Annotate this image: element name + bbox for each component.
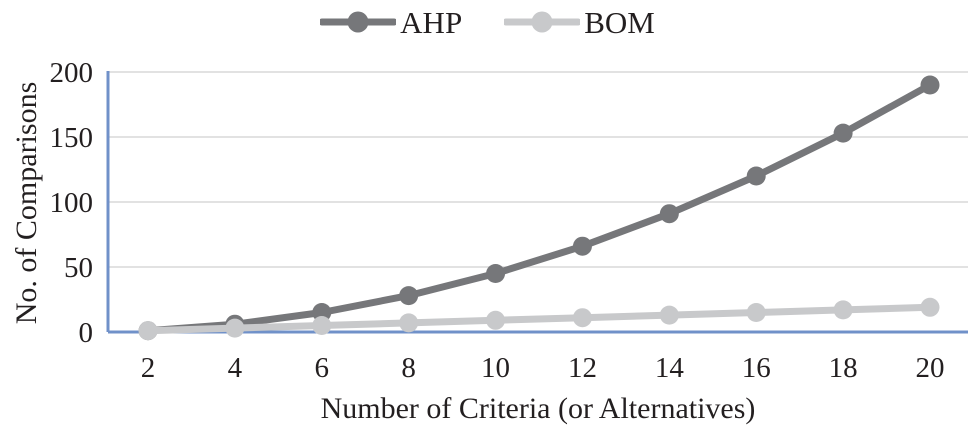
data-point-BOM-10 [486,310,506,330]
legend-label: AHP [400,4,463,40]
y-tick-label: 50 [64,252,93,284]
x-tick-label: 10 [481,352,510,384]
data-point-AHP-12 [572,236,592,256]
legend-dot [531,11,553,33]
legend-item-BOM: BOM [504,7,655,38]
x-tick-label: 12 [568,352,597,384]
data-point-BOM-2 [138,321,158,341]
y-tick-label: 200 [50,57,94,89]
x-axis-title: Number of Criteria (or Alternatives) [320,392,756,425]
data-point-BOM-18 [833,300,853,320]
y-tick-label: 100 [50,187,94,219]
legend-dot [347,11,369,33]
data-point-BOM-4 [225,318,245,338]
data-point-BOM-12 [572,308,592,328]
legend-marker-icon [320,11,397,33]
data-point-BOM-8 [399,313,419,333]
series-line-AHP [144,81,934,335]
data-point-AHP-6 [312,303,332,322]
chart-legend: AHP BOM [0,0,975,44]
x-tick-label: 14 [655,352,685,384]
legend-marker-icon [504,11,581,33]
y-tick-label: 150 [50,122,94,154]
data-point-AHP-20 [920,75,940,95]
y-axis-title: No. of Comparisons [10,81,43,325]
legend-label: BOM [584,4,655,40]
data-point-BOM-20 [920,297,940,317]
x-tick-label: 6 [315,352,330,384]
series-line-BOM [144,303,934,335]
y-tick-label: 0 [79,317,94,349]
data-point-AHP-10 [486,264,506,283]
x-tick-label: 8 [401,352,416,384]
data-point-AHP-16 [746,166,766,186]
data-point-BOM-14 [659,305,679,325]
data-point-BOM-16 [746,303,766,322]
x-tick-label: 18 [829,352,858,384]
x-tick-label: 20 [916,352,945,384]
data-point-AHP-14 [659,204,679,224]
x-tick-label: 4 [228,352,243,384]
data-point-BOM-6 [312,316,332,335]
legend-item-AHP: AHP [320,7,462,38]
x-tick-label: 16 [742,352,771,384]
x-tick-label: 2 [141,352,156,384]
data-point-AHP-18 [833,123,853,143]
data-point-AHP-8 [399,286,419,306]
